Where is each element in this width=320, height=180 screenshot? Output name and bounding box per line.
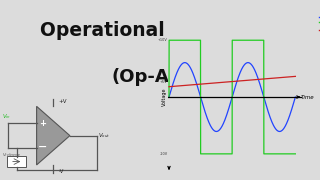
Text: +: +	[39, 119, 46, 128]
Text: -10V: -10V	[159, 152, 167, 156]
FancyBboxPatch shape	[7, 156, 26, 167]
Legend: Input, Output, $V_{reference}$: Input, Output, $V_{reference}$	[317, 13, 320, 36]
Text: $V_{in}$: $V_{in}$	[2, 112, 11, 121]
Text: Voltage: Voltage	[162, 88, 166, 106]
Text: −: −	[38, 141, 47, 152]
Text: Time: Time	[301, 94, 315, 100]
Text: (Op-Amp): (Op-Amp)	[111, 68, 209, 86]
Text: +5V: +5V	[160, 80, 167, 84]
Text: $V_{reference}$: $V_{reference}$	[2, 151, 21, 159]
Text: $V_{out}$: $V_{out}$	[98, 131, 110, 140]
Text: -V: -V	[58, 169, 64, 174]
Text: Operational Amplifiers: Operational Amplifiers	[40, 21, 280, 40]
Text: +V: +V	[58, 99, 67, 104]
Text: +10V: +10V	[158, 38, 167, 42]
Polygon shape	[36, 106, 70, 165]
